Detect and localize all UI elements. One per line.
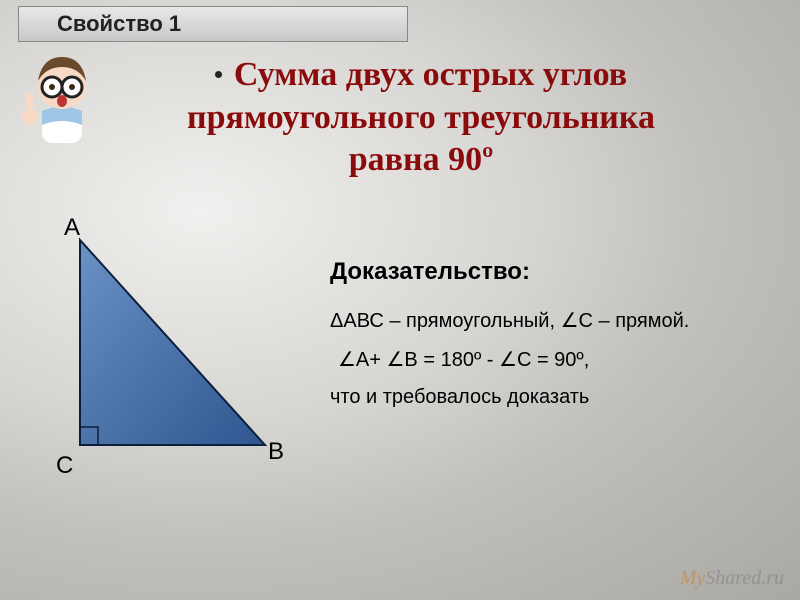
proof-block: Доказательство: ΔАВС – прямоугольный, ∠С… [330, 258, 770, 423]
watermark-p2: Shared [705, 567, 761, 589]
slide-title: Сумма двух острых углов прямоугольного т… [92, 54, 750, 182]
vertex-c-label: С [56, 452, 73, 480]
property-tab: Свойство 1 [18, 6, 408, 42]
proof-heading: Доказательство: [330, 258, 770, 286]
title-line1: Сумма двух острых углов [234, 56, 627, 93]
vertex-a-label: А [64, 214, 80, 242]
watermark-p1: My [680, 567, 706, 589]
title-line3: равна 90º [349, 141, 494, 178]
proof-line-1: ΔАВС – прямоугольный, ∠С – прямой. [330, 308, 770, 333]
bullet-icon [215, 71, 222, 78]
proof-line-2: ∠А+ ∠В = 180º - ∠С = 90º, [330, 347, 770, 372]
triangle-diagram: А В С [50, 220, 310, 520]
watermark: MyShared.ru [680, 567, 784, 590]
tab-label: Свойство 1 [57, 11, 181, 37]
vertex-b-label: В [268, 438, 284, 466]
proof-line-3: что и требовалось доказать [330, 386, 770, 409]
title-line2: прямоугольного треугольника [187, 99, 655, 136]
watermark-p3: .ru [761, 567, 784, 589]
